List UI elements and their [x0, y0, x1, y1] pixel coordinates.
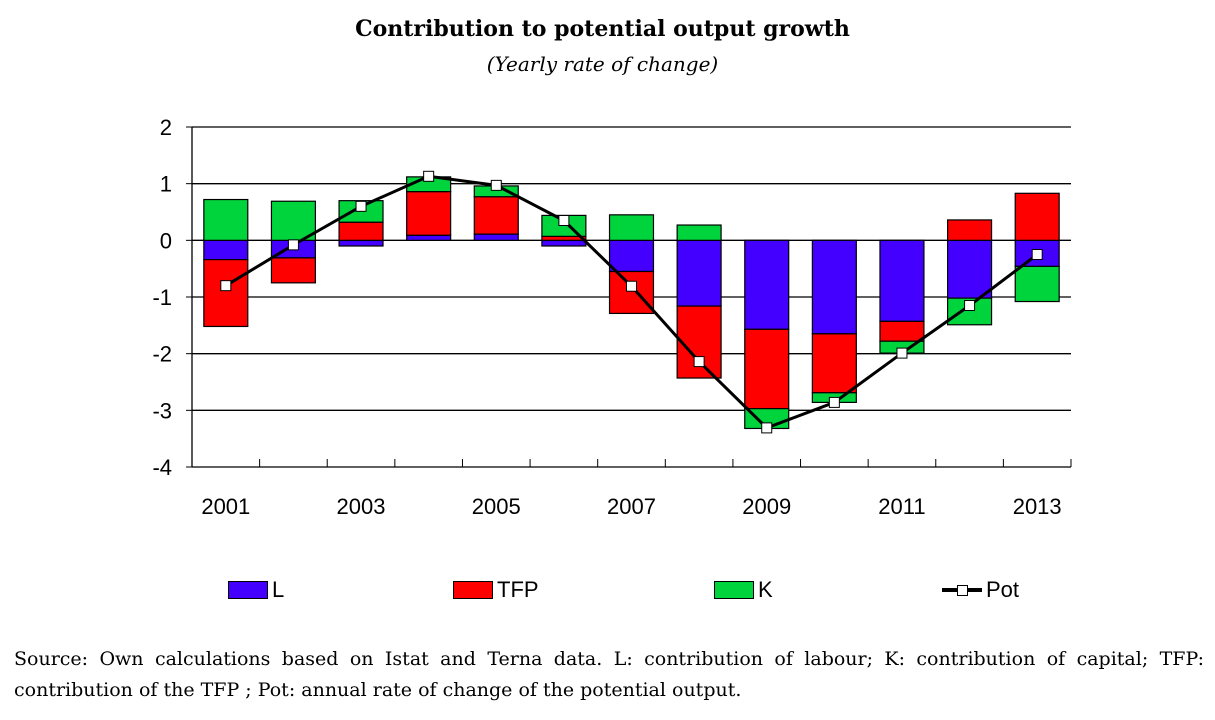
bars: [203, 176, 1060, 430]
x-tick-label: 2009: [742, 494, 791, 519]
y-tick-label: 1: [160, 172, 172, 197]
y-tick-label: -3: [152, 398, 172, 423]
legend-swatch-tfp: [453, 581, 493, 599]
bar-tfp-2001: [203, 259, 249, 328]
legend-item-pot: Pot: [942, 574, 1019, 606]
y-tick-label: 2: [160, 115, 172, 140]
bar-l-2009: [744, 239, 790, 330]
y-tick-label: -4: [152, 455, 172, 480]
pot-marker-2008: [693, 356, 705, 368]
pot-marker-2005: [490, 179, 502, 191]
y-tick-label: -1: [152, 285, 172, 310]
x-tick-label: 2011: [878, 494, 925, 519]
bar-l-2007: [608, 239, 655, 273]
bar-tfp-2004: [406, 191, 452, 236]
pot-line-series: [220, 170, 1043, 434]
source-note: Source: Own calculations based on Istat …: [14, 648, 1204, 701]
legend-item-k: K: [714, 574, 773, 606]
pot-marker-2002: [287, 239, 299, 251]
bar-tfp-2010: [811, 333, 857, 394]
bar-tfp-2013: [1014, 192, 1060, 241]
pot-marker-2010: [828, 396, 840, 408]
y-tick-label: 0: [160, 228, 172, 253]
legend-label-l: L: [272, 577, 285, 602]
x-tick-label: 2007: [607, 494, 656, 519]
x-tick-label: 2013: [1013, 494, 1062, 519]
legend-item-l: L: [228, 574, 284, 606]
pot-marker-2004: [423, 170, 435, 182]
pot-marker-2003: [355, 200, 367, 212]
legend-label-tfp: TFP: [497, 577, 539, 602]
legend: L TFP K Pot: [0, 574, 1215, 606]
legend-swatch-k: [714, 581, 754, 599]
bar-tfp-2003: [338, 221, 384, 241]
pot-marker-2012: [964, 300, 976, 311]
chart-title: Contribution to potential output growth: [355, 16, 850, 42]
legend-item-tfp: TFP: [453, 574, 539, 606]
pot-marker-2009: [761, 422, 773, 434]
pot-marker-2001: [220, 280, 232, 292]
x-tick-label: 2005: [472, 494, 521, 519]
bar-tfp-2012: [947, 219, 993, 241]
bar-tfp-2008: [676, 305, 722, 379]
bar-k-2008: [676, 224, 722, 241]
bar-tfp-2002: [270, 257, 316, 284]
bar-l-2004: [406, 234, 452, 241]
bar-tfp-2007: [608, 270, 655, 315]
bar-l-2010: [811, 239, 857, 335]
pot-marker-2007: [626, 280, 637, 292]
tick-labels: 2 1 0 -1 -2 -3 -4 2001 2003 2005 2007 2009 2011 2013: [152, 115, 1061, 519]
x-tick-label: 2001: [201, 494, 250, 519]
legend-line-marker-icon: [942, 581, 982, 599]
bar-l-2008: [676, 239, 722, 307]
bar-k-2013: [1014, 265, 1060, 303]
x-tick-label: 2003: [337, 494, 386, 519]
bar-k-2001: [203, 198, 249, 241]
bar-l-2005: [473, 233, 519, 241]
axes: [186, 126, 1072, 468]
pot-marker-2013: [1031, 249, 1043, 260]
legend-label-pot: Pot: [986, 577, 1020, 602]
bar-tfp-2009: [744, 328, 790, 410]
bar-l-2011: [879, 239, 925, 322]
pot-marker-2006: [558, 215, 570, 226]
legend-swatch-l: [228, 581, 268, 599]
chart-subtitle: (Yearly rate of change): [486, 52, 719, 76]
bar-l-2012: [947, 239, 993, 299]
pot-marker-2011: [896, 347, 908, 359]
y-tick-label: -2: [152, 342, 172, 367]
bar-l-2003: [338, 239, 384, 247]
chart-plot: 2 1 0 -1 -2 -3 -4 2001 2003 2005 2007 2009 2011 2013: [152, 115, 1072, 519]
bar-tfp-2011: [879, 320, 925, 342]
legend-label-k: K: [758, 577, 773, 602]
bar-tfp-2005: [473, 196, 519, 235]
bar-l-2001: [203, 239, 249, 261]
bar-k-2002: [270, 200, 316, 241]
bar-k-2007: [608, 214, 655, 241]
bar-l-2006: [541, 239, 587, 247]
